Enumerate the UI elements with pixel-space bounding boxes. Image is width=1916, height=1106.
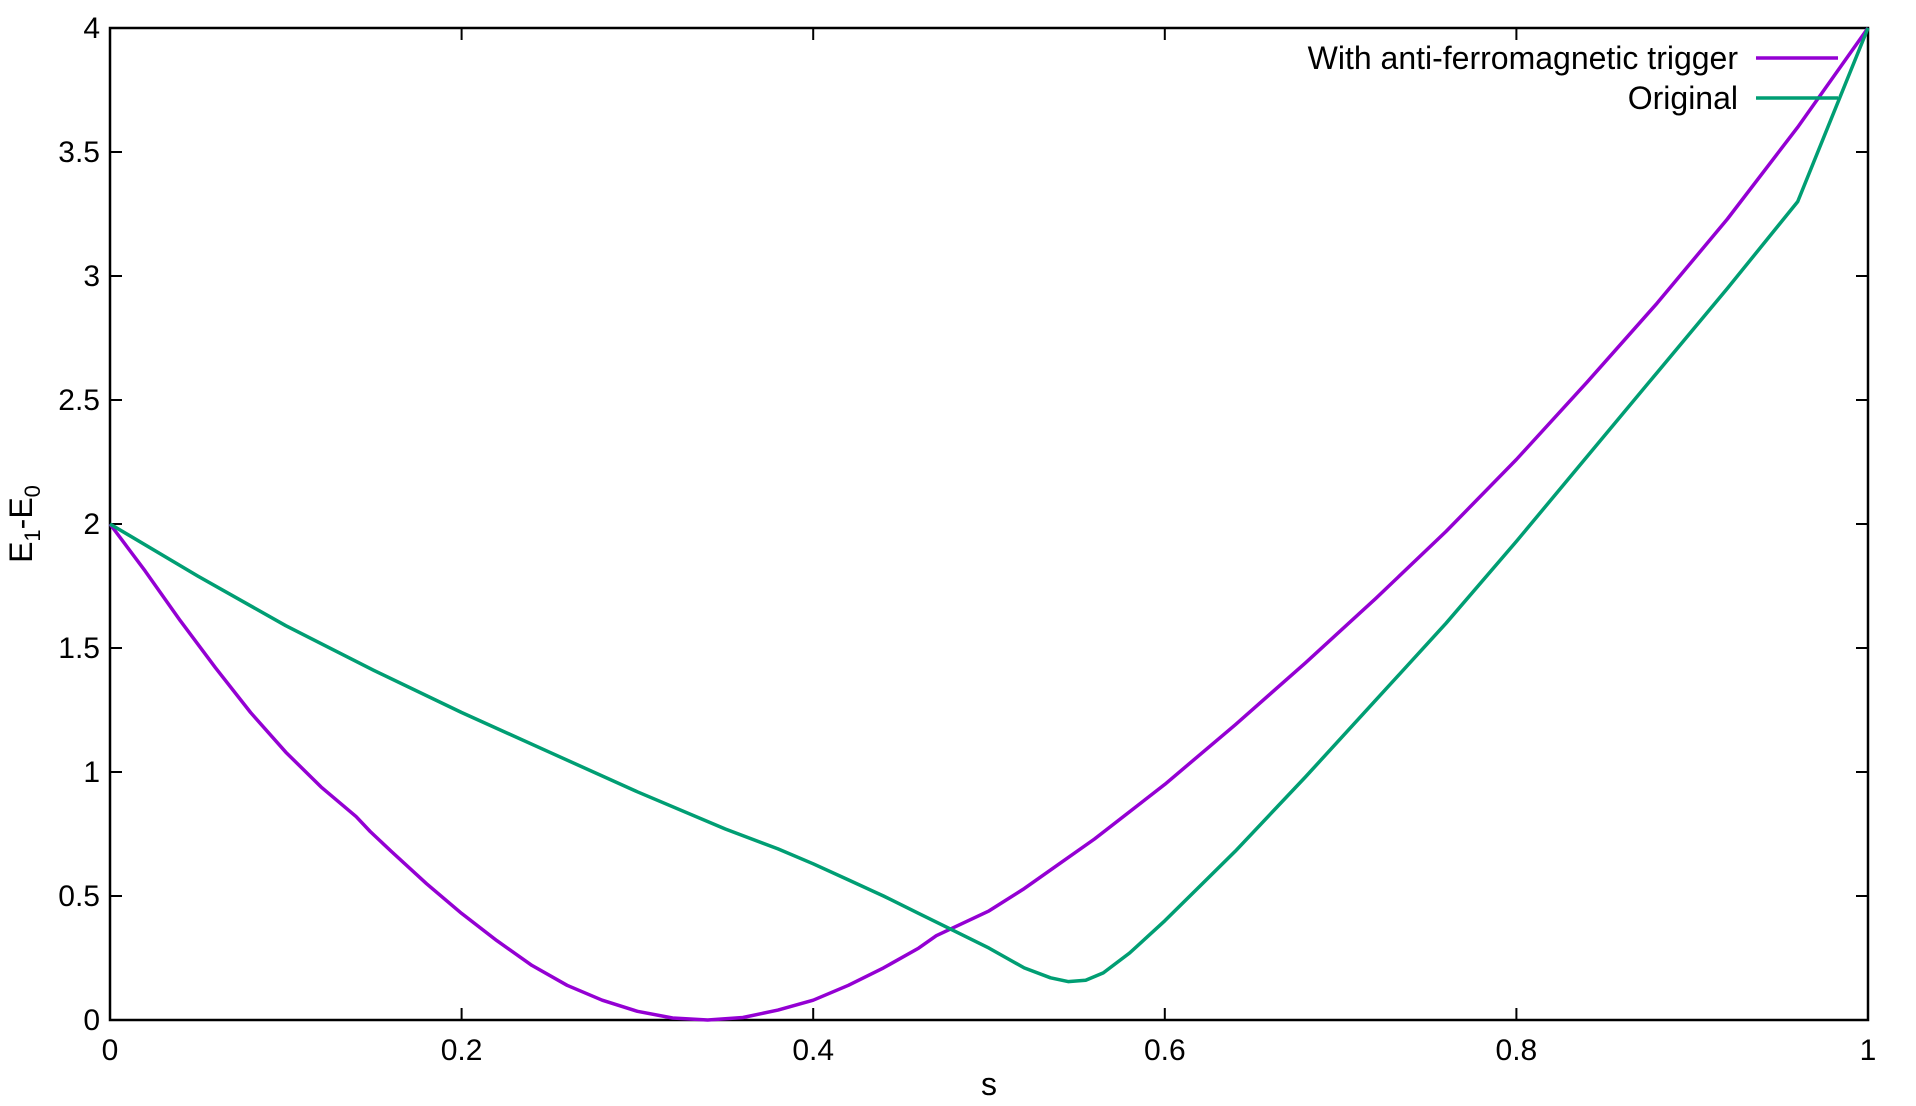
y-tick-label: 1 [83, 756, 100, 789]
x-tick-label: 1 [1860, 1034, 1877, 1067]
x-tick-label: 0.4 [792, 1034, 834, 1067]
x-tick-label: 0 [102, 1034, 119, 1067]
y-tick-label: 3.5 [58, 136, 100, 169]
series-lines [108, 26, 1870, 1022]
y-tick-label: 2.5 [58, 384, 100, 417]
y-tick-label: 1.5 [58, 632, 100, 665]
y-tick-label: 0.5 [58, 880, 100, 913]
y-tick-label: 3 [83, 260, 100, 293]
x-tick-label: 0.2 [441, 1034, 483, 1067]
y-label-sub1: 1 [20, 529, 45, 541]
y-tick-label: 4 [83, 12, 100, 45]
legend-label-2: Original [1628, 80, 1738, 116]
series-line-2 [109, 27, 1870, 984]
series-line-1 [108, 26, 1870, 1022]
y-tick-label: 2 [83, 508, 100, 541]
y-tick-label: 0 [83, 1004, 100, 1037]
plot-frame [108, 26, 1870, 1022]
x-tick-label: 0.8 [1496, 1034, 1538, 1067]
y-label-e1: E [3, 542, 39, 563]
x-axis-label: s [981, 1066, 997, 1102]
y-axis-label: E1-E0 [3, 485, 45, 563]
x-tick-label: 0.6 [1144, 1034, 1186, 1067]
legend-label-1: With anti-ferromagnetic trigger [1308, 40, 1739, 76]
legend: With anti-ferromagnetic trigger Original [1308, 40, 1838, 116]
y-label-e0: -E [3, 497, 39, 529]
y-label-sub0: 0 [20, 485, 45, 497]
axis-ticks: 0 0.2 0.4 0.6 0.8 1 0 0.5 1 1.5 2 2.5 3 3.5 4 [58, 12, 1876, 1067]
